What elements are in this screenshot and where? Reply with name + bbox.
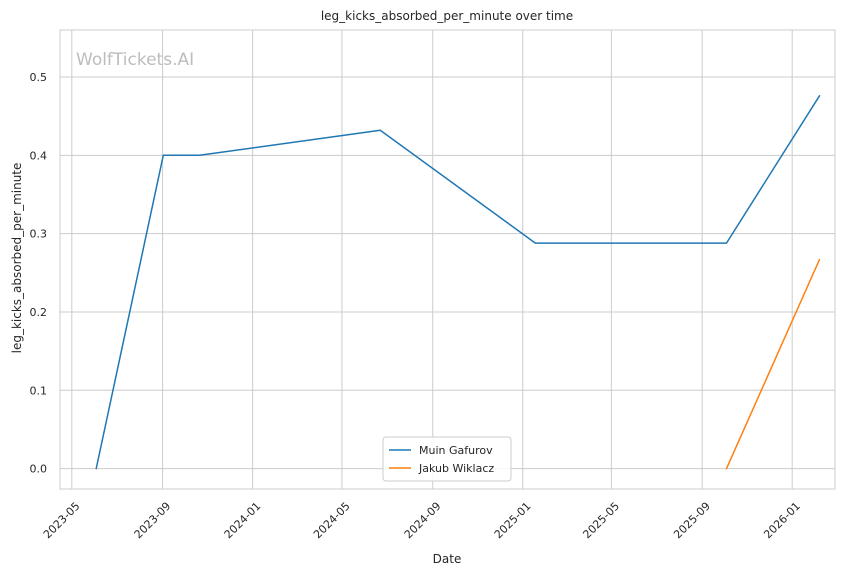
y-axis-label: leg_kicks_absorbed_per_minute xyxy=(10,163,24,354)
legend: Muin Gafurov Jakub Wiklacz xyxy=(382,436,512,482)
legend-label: Muin Gafurov xyxy=(419,444,493,457)
series-layer xyxy=(95,95,821,470)
y-tick-label: 0.1 xyxy=(30,384,48,397)
y-tick-labels: 0.0 0.1 0.2 0.3 0.4 0.5 xyxy=(30,71,48,476)
y-tick-label: 0.0 xyxy=(30,463,48,476)
x-axis-label: Date xyxy=(433,552,462,566)
legend-label: Jakub Wiklacz xyxy=(418,462,494,475)
plot-frame xyxy=(59,29,836,490)
y-tick-label: 0.5 xyxy=(30,71,48,84)
chart-title: leg_kicks_absorbed_per_minute over time xyxy=(321,9,573,23)
legend-box xyxy=(382,436,512,482)
y-tick-label: 0.2 xyxy=(30,306,48,319)
series-line-0 xyxy=(95,95,821,470)
y-tick-label: 0.4 xyxy=(30,149,48,162)
y-tick-label: 0.3 xyxy=(30,228,48,241)
series-line-1 xyxy=(725,258,821,470)
watermark: WolfTickets.AI xyxy=(76,50,194,70)
